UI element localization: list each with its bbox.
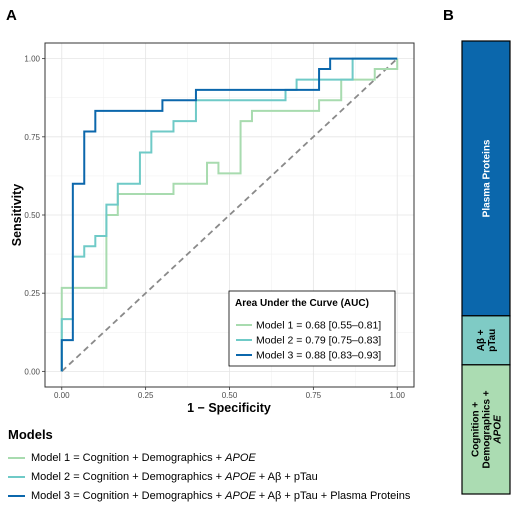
axis-ticks: 0.00 0.25 0.50 0.75 1.00 0.00 0.25 0.50 0.75 1.00 bbox=[24, 55, 405, 400]
models-legend-text: Model 2 = Cognition + Demographics + APO… bbox=[31, 471, 318, 483]
bar-segment-3 bbox=[461, 364, 511, 495]
models-legend-text: Model 3 = Cognition + Demographics + APO… bbox=[31, 490, 411, 502]
roc-curves bbox=[60, 57, 399, 372]
y-tick-label: 0.00 bbox=[24, 367, 40, 376]
y-tick-label: 0.75 bbox=[24, 133, 40, 142]
models-legend-item-3: Model 3 = Cognition + Demographics + APO… bbox=[8, 488, 410, 504]
x-tick-label: 1.00 bbox=[389, 391, 405, 400]
roc-curve-model-3 bbox=[60, 57, 398, 372]
models-legend-text: Model 1 = Cognition + Demographics + APO… bbox=[31, 452, 256, 464]
panel-label-a: A bbox=[6, 7, 17, 24]
y-tick-label: 0.50 bbox=[24, 211, 40, 220]
y-tick-label: 0.25 bbox=[24, 289, 40, 298]
x-tick-label: 0.25 bbox=[138, 391, 154, 400]
x-tick-label: 0.75 bbox=[306, 391, 322, 400]
auc-legend-entry-3: Model 3 = 0.88 [0.83–0.93] bbox=[256, 350, 381, 362]
x-axis-label: 1 − Specificity bbox=[187, 401, 271, 415]
variance-stacked-bar: Plasma Proteins Aβ +pTau Cognition +Demogr… bbox=[461, 40, 511, 495]
auc-legend-entry-1: Model 1 = 0.68 [0.55–0.81] bbox=[256, 320, 381, 332]
y-tick-label: 1.00 bbox=[24, 55, 40, 64]
models-legend-item-2: Model 2 = Cognition + Demographics + APO… bbox=[8, 469, 318, 485]
bar-segment-label-2: Aβ +pTau bbox=[476, 329, 498, 352]
bar-segment-2 bbox=[461, 315, 511, 366]
panel-label-b: B bbox=[443, 7, 454, 24]
models-legend-item-1: Model 1 = Cognition + Demographics + APO… bbox=[8, 450, 256, 466]
x-tick-label: 0.50 bbox=[222, 391, 238, 400]
y-axis-label: Sensitivity bbox=[10, 184, 24, 247]
bar-segment-label-1: Plasma Proteins bbox=[482, 139, 493, 217]
x-tick-label: 0.00 bbox=[54, 391, 70, 400]
bar-segment-label-3: Cognition +Demographics +APOE bbox=[471, 390, 504, 468]
models-legend-swatch bbox=[8, 476, 25, 478]
models-legend-title: Models bbox=[8, 427, 53, 442]
models-legend-swatch bbox=[8, 495, 25, 497]
auc-legend-box bbox=[228, 290, 396, 367]
reference-diagonal bbox=[61, 57, 398, 373]
auc-legend-title: Area Under the Curve (AUC) bbox=[235, 298, 369, 309]
auc-legend: Area Under the Curve (AUC) Model 1 = 0.6… bbox=[228, 290, 396, 367]
auc-legend-entry-2: Model 2 = 0.79 [0.75–0.83] bbox=[256, 335, 381, 347]
models-legend-swatch bbox=[8, 457, 25, 459]
